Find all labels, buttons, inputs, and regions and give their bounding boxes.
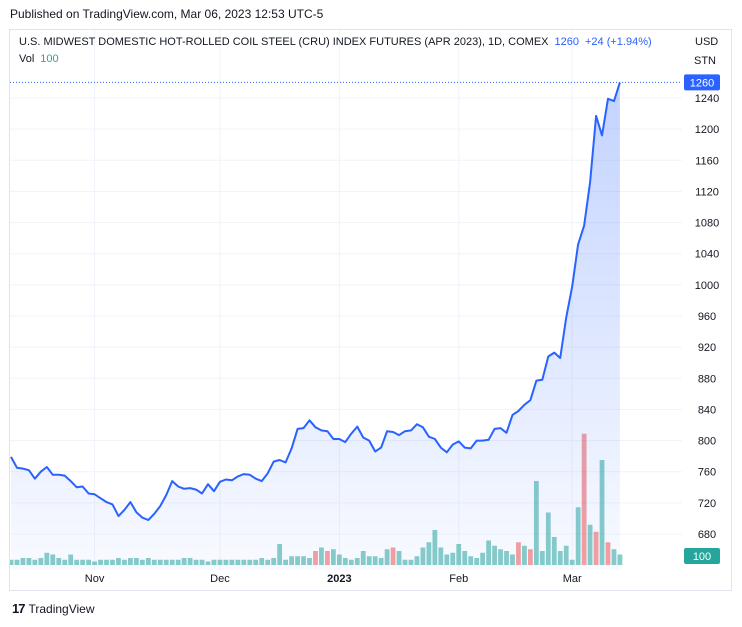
y-tick-label: 920 (698, 342, 716, 354)
y-tick-label: 1000 (695, 280, 719, 292)
y-tick-label: 1240 (695, 93, 719, 105)
y-tick-label: 1040 (695, 249, 719, 261)
x-tick-label: Nov (85, 573, 105, 585)
unit-label: STN (694, 55, 716, 67)
y-tick-label: 680 (698, 529, 716, 541)
y-tick-label: 880 (698, 373, 716, 385)
price-chart[interactable]: 680 720 760 800 840 880 920 960 1000 1040 1080 1120… (10, 30, 732, 591)
price-area (11, 82, 620, 571)
x-tick-label: Mar (563, 573, 582, 585)
tradingview-brand[interactable]: TradingView (28, 601, 95, 616)
legend-price: 1260 (554, 36, 579, 48)
volume-badge (684, 548, 720, 564)
legend-title: U.S. MIDWEST DOMESTIC HOT-ROLLED COIL ST… (19, 36, 549, 48)
currency-label: USD (695, 36, 719, 48)
price-line (10, 82, 621, 521)
y-tick-label: 720 (698, 498, 716, 510)
tradingview-logo-icon: 17 (12, 601, 26, 616)
x-tick-label: Feb (449, 573, 468, 585)
legend-change: +24 (+1.94%) (585, 36, 652, 48)
y-tick-label: 760 (698, 467, 716, 479)
y-tick-label: 1080 (695, 218, 719, 230)
published-caption: Published on TradingView.com, Mar 06, 20… (10, 7, 324, 21)
x-tick-label: 2023 (327, 573, 351, 585)
chart-legend: U.S. MIDWEST DOMESTIC HOT-ROLLED COIL ST… (19, 36, 652, 48)
volume-bar (617, 554, 623, 565)
last-price-label: 1260 (690, 77, 714, 89)
y-tick-label: 800 (698, 436, 716, 448)
chart-frame[interactable]: 680 720 760 800 840 880 920 960 1000 1040 1080 1120… (9, 29, 732, 591)
volume-label: Vol (19, 53, 35, 65)
y-tick-label: 960 (698, 311, 716, 323)
volume-value: 100 (40, 53, 59, 65)
volume-legend: Vol 100 (19, 53, 59, 65)
last-price-badge (684, 74, 720, 91)
x-tick-label: Dec (210, 573, 230, 585)
y-tick-label: 1120 (695, 186, 719, 198)
y-tick-label: 840 (698, 404, 716, 416)
y-tick-label: 1160 (695, 155, 719, 167)
tradingview-footer[interactable]: 17 TradingView (12, 601, 95, 616)
volume-badge-label: 100 (693, 551, 711, 563)
y-tick-label: 1200 (695, 124, 719, 136)
